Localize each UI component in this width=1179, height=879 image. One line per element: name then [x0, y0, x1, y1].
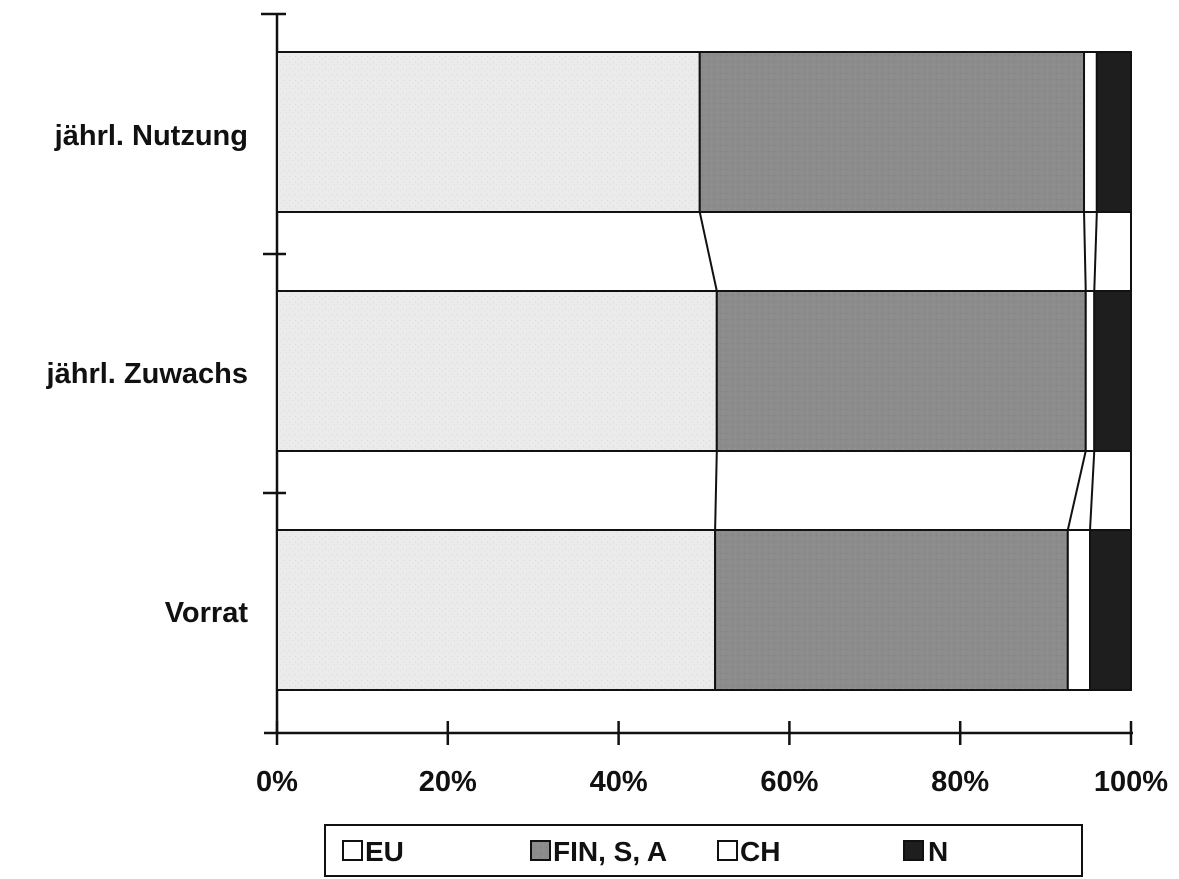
legend-item-ch: CH — [717, 836, 780, 867]
x-tick-label: 20% — [419, 766, 477, 798]
bar-segment-n — [1095, 51, 1132, 213]
x-tick-label: 0% — [256, 766, 298, 798]
legend-item-n: N — [903, 836, 948, 867]
category-label: jährl. Zuwachs — [46, 358, 248, 390]
series-line — [698, 211, 718, 292]
legend: EU FIN, S, A CH N — [324, 824, 1083, 877]
bar-segment-n — [1093, 290, 1132, 452]
bar-segment-ch — [1066, 529, 1092, 691]
bar-segment-ch — [1084, 290, 1096, 452]
legend-swatch-ch — [717, 840, 738, 861]
bar-segment-fin-s-a — [714, 529, 1069, 691]
bars — [276, 51, 1133, 691]
legend-label-eu: EU — [365, 836, 404, 867]
series-line — [1066, 450, 1087, 531]
x-tick-label: 80% — [931, 766, 989, 798]
x-tick-label: 100% — [1094, 766, 1168, 798]
bar-segment-fin-s-a — [698, 51, 1086, 213]
category-label: Vorrat — [165, 597, 249, 629]
x-tick-label: 40% — [590, 766, 648, 798]
category-labels: jährl. Nutzung jährl. Zuwachs Vorrat — [46, 120, 249, 629]
x-tick-label: 60% — [760, 766, 818, 798]
bar-segment-ch — [1083, 51, 1098, 213]
legend-swatch-fin-s-a — [530, 840, 551, 861]
series-lines — [698, 211, 1132, 531]
bar-segment-eu — [276, 529, 717, 691]
series-line — [714, 450, 718, 531]
legend-label-ch: CH — [740, 836, 780, 867]
legend-label-fin-s-a: FIN, S, A — [553, 836, 667, 867]
legend-label-n: N — [928, 836, 948, 867]
x-axis-ticks — [275, 721, 1133, 745]
series-line — [1083, 211, 1087, 292]
legend-swatch-eu — [342, 840, 363, 861]
category-label: jährl. Nutzung — [54, 120, 248, 152]
bar-segment-fin-s-a — [715, 290, 1087, 452]
legend-item-fin-s-a: FIN, S, A — [530, 836, 667, 867]
legend-frame — [324, 824, 1083, 877]
bar-segment-n — [1089, 529, 1133, 691]
legend-swatch-n — [903, 840, 924, 861]
bar-segment-eu — [276, 290, 718, 452]
series-line — [1089, 450, 1096, 531]
legend-item-eu: EU — [342, 836, 404, 867]
series-line — [1093, 211, 1098, 292]
bar-segment-eu — [276, 51, 701, 213]
x-axis-tick-labels: 0% 20% 40% 60% 80% 100% — [256, 766, 1168, 798]
